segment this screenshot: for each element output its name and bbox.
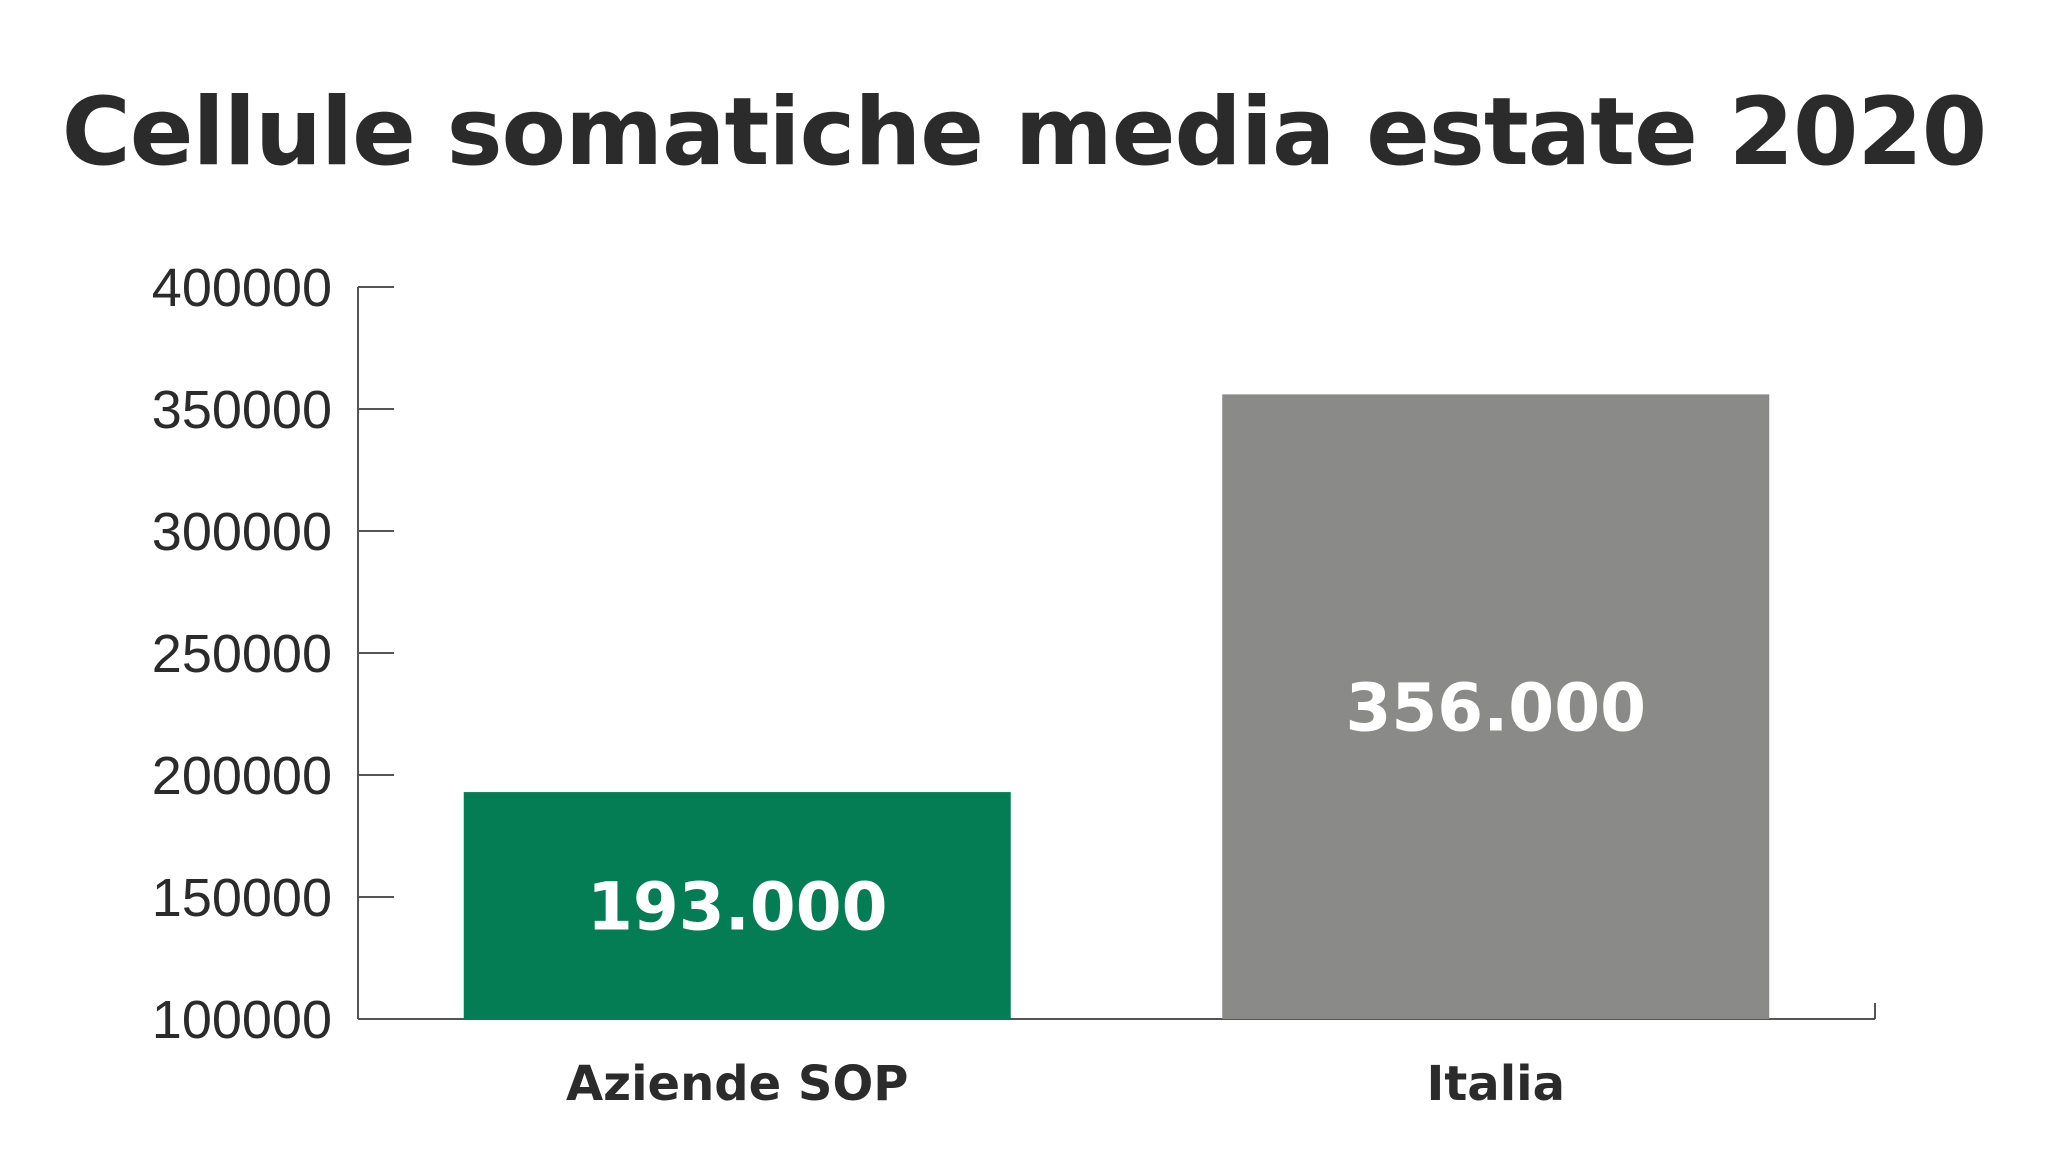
y-tick-label: 350000 [152,380,332,440]
data-label: 193.000 [587,869,888,946]
bar[interactable] [463,792,1011,1019]
y-tick-label: 100000 [152,990,332,1050]
y-tick-label: 300000 [152,502,332,562]
chart-title: Cellule somatiche media estate 2020 [61,78,1987,187]
data-label: 356.000 [1345,670,1646,747]
y-tick-label: 150000 [152,868,332,928]
x-tick-label: Aziende SOP [566,1056,908,1112]
y-tick-label: 200000 [152,746,332,806]
labels: 193.000 Aziende SOP 356.000 Italia [566,670,1646,1112]
y-tick-label: 250000 [152,624,332,684]
y-tick-label: 400000 [152,258,332,318]
x-tick-label: Italia [1427,1056,1566,1112]
axes: 100000 150000 200000 250000 300000 350000 4000… [152,258,1876,1050]
bars [463,394,1770,1019]
bar[interactable] [1222,394,1770,1019]
